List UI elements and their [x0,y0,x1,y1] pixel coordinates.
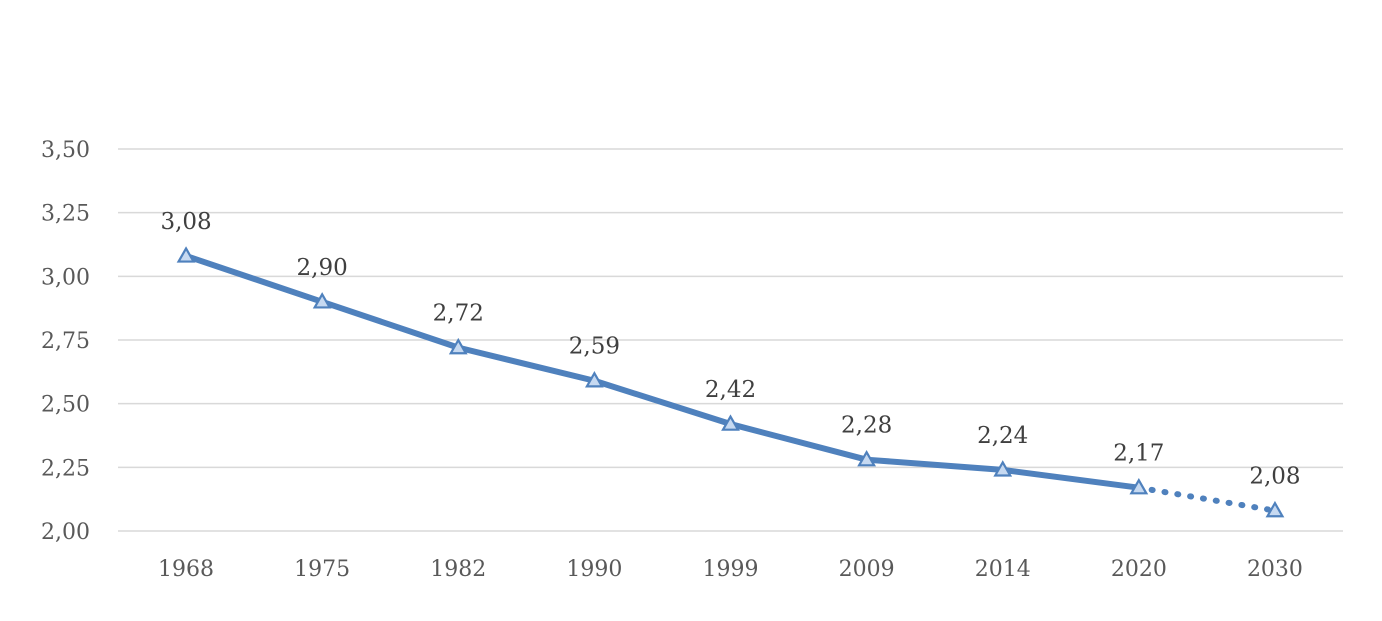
y-tick-label: 2,50 [41,393,90,418]
data-point-marker [721,414,740,431]
data-point-marker [448,337,468,355]
series-lines [183,252,1278,514]
x-tick-label: 2009 [839,557,895,582]
data-point-marker [584,371,604,388]
data-label: 2,42 [705,377,756,403]
series-markers [176,246,1285,518]
x-tick-label: 1975 [294,557,350,582]
data-label: 3,08 [160,209,211,235]
data-labels: 3,08 2,90 2,72 2,59 2,42 2,28 2,24 2,17 2,08 [160,209,1300,490]
data-label: 2,59 [569,334,620,360]
y-tick-label: 3,00 [41,265,90,290]
series-line [183,252,1142,491]
y-tick-label: 3,50 [41,138,90,163]
x-tick-label: 1982 [430,557,486,582]
data-label: 2,90 [297,255,348,281]
y-tick-label: 2,25 [41,456,90,481]
data-point-marker [176,246,196,263]
data-point-marker [1129,477,1149,495]
x-axis-tick-labels: 1968 1975 1982 1990 1999 2009 2014 2020 2030 [158,557,1303,582]
data-point-marker [312,292,332,309]
y-axis-tick-labels: 2,00 2,25 2,50 2,75 3,00 3,25 3,50 [41,138,90,545]
data-label: 2,08 [1249,464,1300,490]
x-tick-label: 2020 [1111,557,1167,582]
series-line-projected [1135,484,1278,514]
x-tick-label: 1968 [158,557,214,582]
data-label: 2,17 [1113,441,1164,467]
data-point-marker [993,460,1013,477]
data-point-marker [1265,500,1285,518]
data-label: 2,72 [433,301,484,327]
data-label: 2,24 [977,423,1028,449]
data-point-marker [857,449,877,467]
y-tick-label: 3,25 [41,202,90,227]
x-tick-label: 1990 [566,557,622,582]
x-tick-label: 2014 [975,557,1031,582]
x-tick-label: 2030 [1247,557,1303,582]
data-label: 2,28 [841,413,892,439]
gridlines [118,148,1343,532]
y-tick-label: 2,75 [41,329,90,354]
y-tick-label: 2,00 [41,520,90,545]
x-tick-label: 1999 [703,557,759,582]
